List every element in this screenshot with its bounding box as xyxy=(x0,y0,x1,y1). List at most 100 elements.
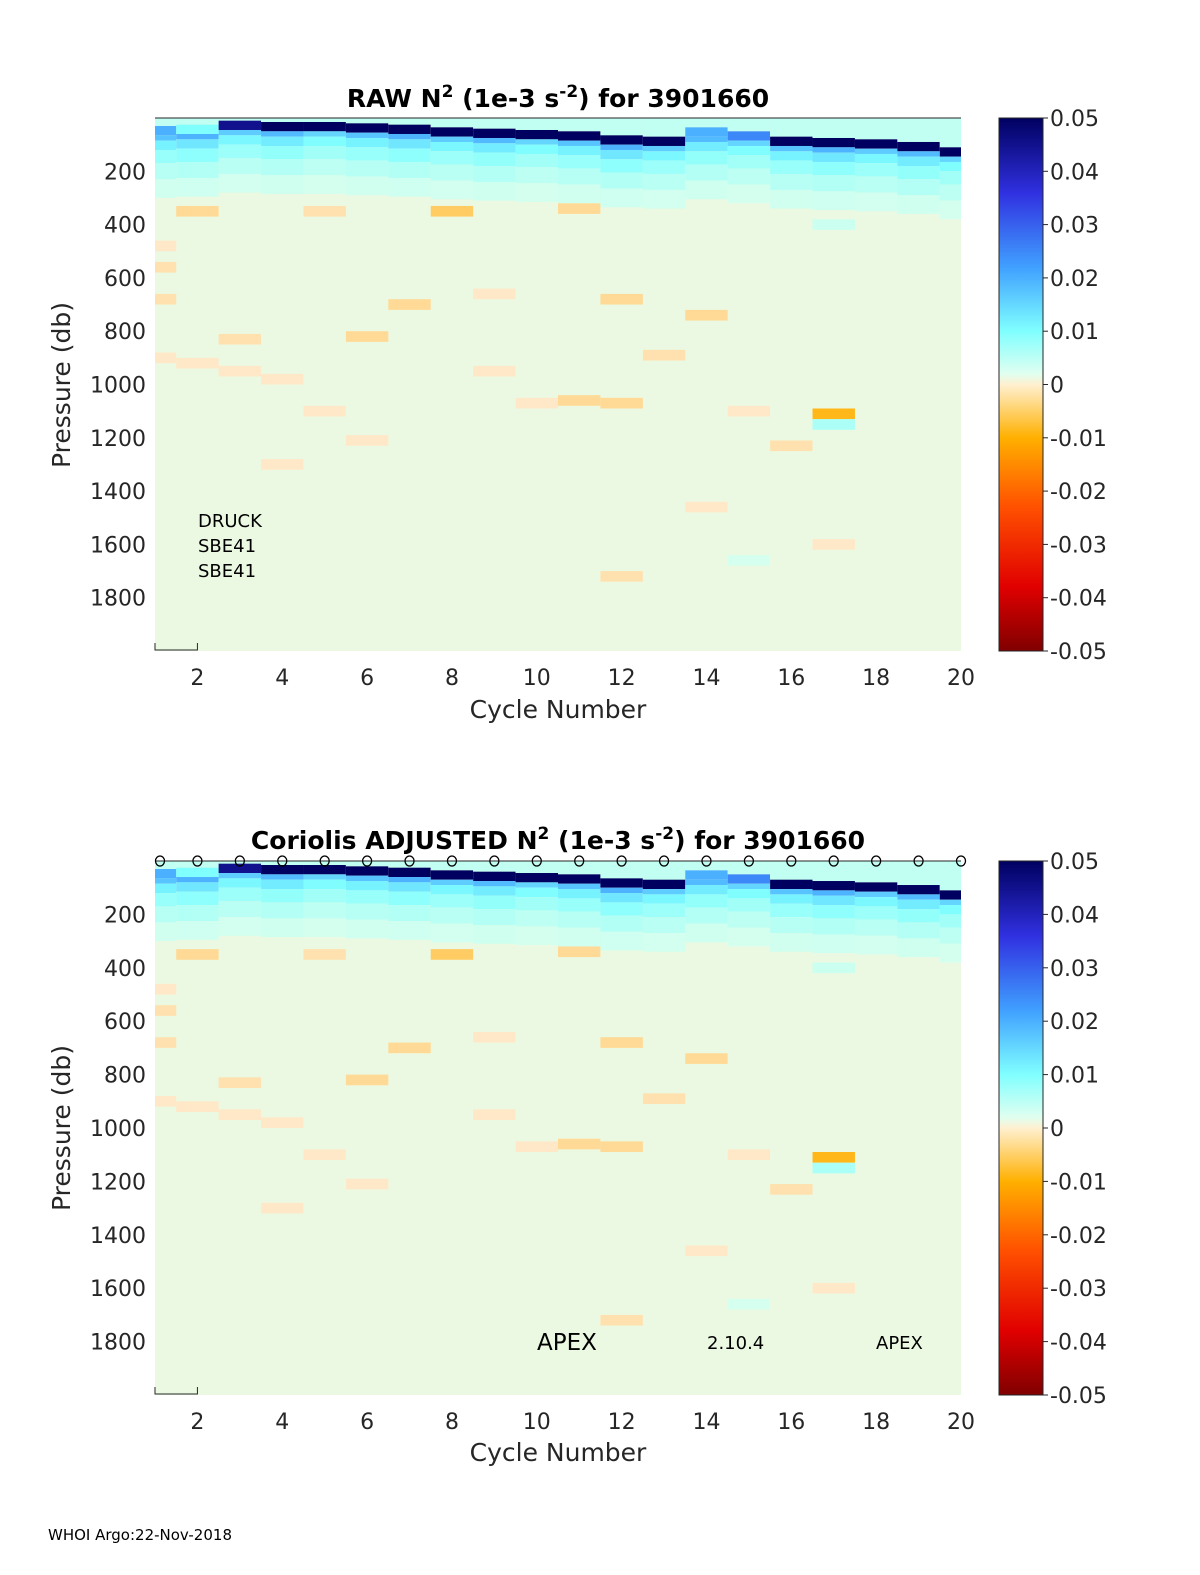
cycle-marker xyxy=(955,855,967,867)
heat-cell xyxy=(345,881,389,891)
x-tick-label: 16 xyxy=(777,666,805,691)
heat-cell xyxy=(345,1074,389,1086)
heat-cell xyxy=(642,933,686,952)
heat-cell xyxy=(155,861,177,870)
heat-cell xyxy=(642,894,686,904)
footer-credit: WHOI Argo:22-Nov-2018 xyxy=(48,1526,232,1544)
heat-cell xyxy=(558,874,601,884)
heat-cell xyxy=(939,890,961,900)
heat-cell xyxy=(854,861,898,883)
heat-cell xyxy=(812,539,855,550)
colorbar-tick-label: -0.03 xyxy=(1050,1277,1107,1302)
x-tick-label: 20 xyxy=(947,1410,975,1435)
heat-cell xyxy=(473,288,516,300)
heat-cell xyxy=(388,1042,431,1054)
heat-cell xyxy=(430,205,474,217)
heat-cell xyxy=(261,373,304,385)
heat-cell xyxy=(770,917,813,934)
raw-x-label: Cycle Number xyxy=(470,695,647,724)
heat-cell xyxy=(388,867,431,878)
cycle-marker xyxy=(701,855,712,867)
colorbar-tick-label: 0 xyxy=(1050,1117,1064,1142)
heat-cell xyxy=(430,949,474,960)
raw-colorbar-ticks: 0.05 0.04 0.03 0.02 0.01 0 -0.01 -0.02 -0.03 -0.0… xyxy=(1043,107,1107,665)
heat-cell xyxy=(897,165,940,180)
heat-cell xyxy=(897,179,940,196)
heat-cell xyxy=(345,160,389,177)
heat-cell xyxy=(261,145,304,160)
y-tick-label: 200 xyxy=(104,903,146,928)
heat-cell xyxy=(854,192,898,212)
heat-cell xyxy=(854,935,898,955)
heat-cell xyxy=(854,897,898,907)
cycle-marker xyxy=(828,855,839,867)
heat-cell xyxy=(727,145,771,156)
heat-cell xyxy=(812,137,855,148)
heat-cell xyxy=(642,903,686,918)
heat-cell xyxy=(303,865,346,875)
heat-cell xyxy=(770,151,813,161)
heat-cell xyxy=(176,205,219,217)
x-tick-label: 4 xyxy=(275,1410,289,1435)
axis-bracket xyxy=(154,643,198,651)
heat-cell xyxy=(345,132,389,138)
heat-cell xyxy=(558,1138,601,1150)
adjusted-x-ticks: 2 4 6 8 10 12 14 16 18 20 xyxy=(190,1410,975,1435)
heat-cell xyxy=(558,861,601,875)
heat-cell xyxy=(155,906,177,923)
heat-cell xyxy=(558,889,601,899)
heat-cell xyxy=(473,152,516,166)
cycle-marker xyxy=(531,855,542,867)
heat-cell xyxy=(473,181,516,201)
heat-cell xyxy=(854,891,898,898)
heat-cell xyxy=(812,161,855,176)
heat-cell xyxy=(600,571,643,582)
heat-cell xyxy=(727,1149,771,1161)
colorbar-tick-label: -0.04 xyxy=(1050,1331,1107,1356)
heat-cell xyxy=(600,293,643,305)
heat-cell xyxy=(473,881,516,887)
heat-cell xyxy=(854,906,898,920)
heat-cell xyxy=(345,147,389,161)
heat-cell xyxy=(642,1093,686,1104)
heat-cell xyxy=(303,949,346,960)
colorbar-tick-label: -0.05 xyxy=(1050,640,1107,665)
heat-cell xyxy=(430,164,474,181)
heat-cell xyxy=(218,365,262,377)
heat-cell xyxy=(515,139,558,145)
heat-cell xyxy=(345,919,389,939)
heat-cell xyxy=(897,938,940,958)
heat-cell xyxy=(515,144,558,154)
heat-cell xyxy=(261,1202,304,1214)
heat-cell xyxy=(558,118,601,132)
heat-cell xyxy=(388,905,431,922)
firmware-label: 2.10.4 xyxy=(707,1333,764,1354)
heat-cell xyxy=(897,909,940,923)
heat-cell xyxy=(897,922,940,939)
heat-cell xyxy=(897,141,940,152)
x-tick-label: 12 xyxy=(608,666,636,691)
adjusted-x-label: Cycle Number xyxy=(470,1438,647,1467)
cycle-marker xyxy=(277,855,288,867)
adjusted-heatmap xyxy=(154,860,961,1395)
heat-cell xyxy=(303,861,346,866)
heat-cell xyxy=(770,861,813,880)
heat-cell xyxy=(473,1031,516,1043)
heat-cell xyxy=(155,240,177,252)
panel-adjusted: Coriolis ADJUSTED N2 (1e-3 s-2) for 3901… xyxy=(47,824,1107,1467)
heat-cell xyxy=(345,118,389,124)
heat-cell xyxy=(430,118,474,128)
sensor-label-1: DRUCK xyxy=(198,511,263,532)
raw-y-label: Pressure (db) xyxy=(47,302,76,468)
x-tick-label: 2 xyxy=(190,666,204,691)
heat-cell xyxy=(155,149,177,164)
heat-cell xyxy=(812,219,855,230)
heat-cell xyxy=(600,861,643,879)
heat-cell xyxy=(727,911,771,928)
x-tick-label: 4 xyxy=(275,666,289,691)
heat-cell xyxy=(939,161,961,172)
y-tick-label: 1800 xyxy=(90,1331,146,1356)
heat-cell xyxy=(515,118,558,130)
heat-cell xyxy=(600,144,643,150)
heat-cell xyxy=(388,177,431,197)
